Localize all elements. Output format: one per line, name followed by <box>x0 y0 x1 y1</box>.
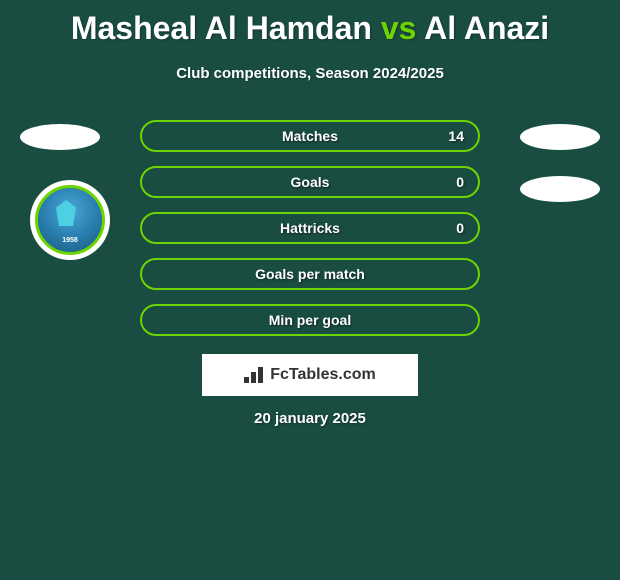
stat-label: Min per goal <box>269 312 351 328</box>
stat-label: Goals per match <box>255 266 365 282</box>
club-badge-icon: 1958 <box>35 185 105 255</box>
stat-row-goals-per-match: Goals per match <box>140 258 480 290</box>
title-player1: Masheal Al Hamdan <box>71 10 372 46</box>
stat-value: 14 <box>448 128 464 144</box>
stat-row-goals: Goals 0 <box>140 166 480 198</box>
footer-brand-box: FcTables.com <box>202 354 418 396</box>
placeholder-oval-top-left <box>20 124 100 150</box>
footer-date: 20 january 2025 <box>0 410 620 427</box>
placeholder-oval-top-right <box>520 124 600 150</box>
title-player2: Al Anazi <box>424 10 549 46</box>
page-title: Masheal Al Hamdan vs Al Anazi <box>0 0 620 47</box>
stat-label: Matches <box>282 128 338 144</box>
stat-label: Goals <box>291 174 330 190</box>
stat-row-hattricks: Hattricks 0 <box>140 212 480 244</box>
club-badge-left: 1958 <box>30 180 110 260</box>
bar-chart-icon <box>244 367 264 383</box>
title-vs: vs <box>381 10 417 46</box>
stat-label: Hattricks <box>280 220 340 236</box>
placeholder-oval-bottom-right <box>520 176 600 202</box>
stat-row-matches: Matches 14 <box>140 120 480 152</box>
subtitle: Club competitions, Season 2024/2025 <box>0 65 620 82</box>
stat-rows: Matches 14 Goals 0 Hattricks 0 Goals per… <box>140 120 480 350</box>
footer-brand-text: FcTables.com <box>270 366 376 384</box>
stat-row-min-per-goal: Min per goal <box>140 304 480 336</box>
club-badge-year: 1958 <box>38 237 102 244</box>
stat-value: 0 <box>456 174 464 190</box>
stat-value: 0 <box>456 220 464 236</box>
